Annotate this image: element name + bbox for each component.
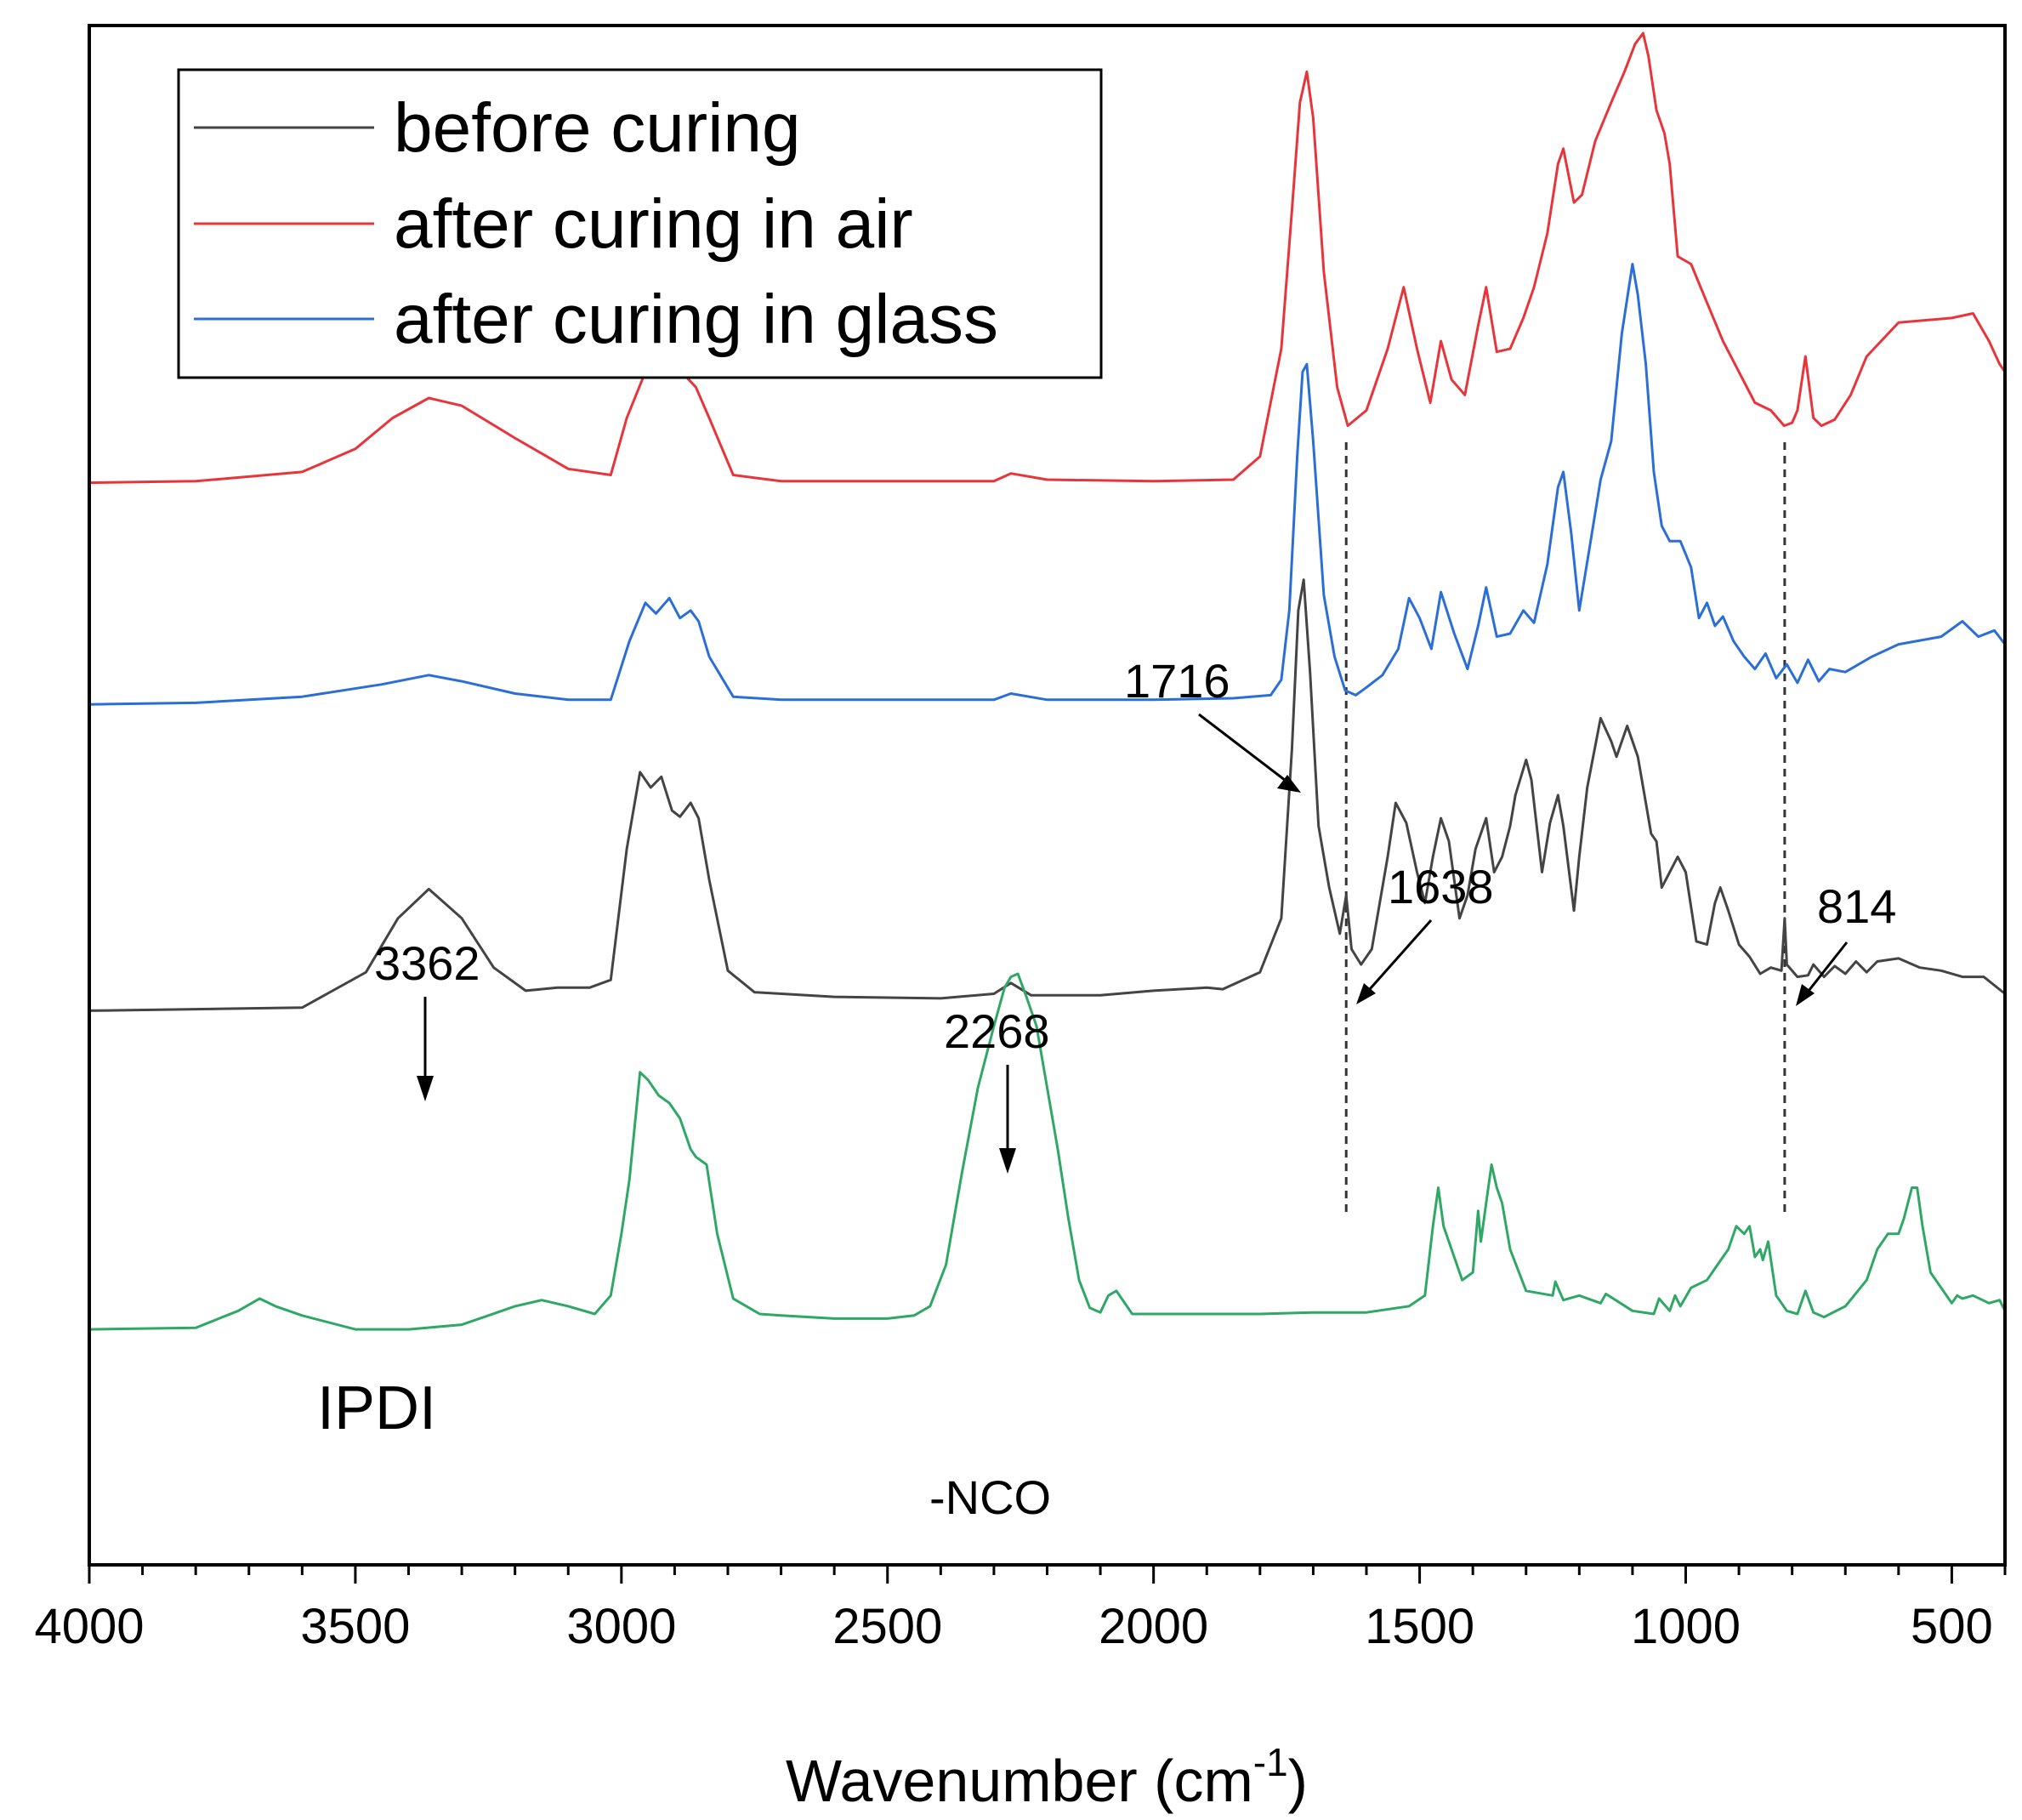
x-axis-title-superscript: -1	[1253, 1740, 1288, 1784]
legend: before curing after curing in air after …	[177, 68, 1103, 379]
x-tick-label-3000: 3000	[566, 1599, 676, 1654]
annotation-nco-label: -NCO	[929, 1470, 1051, 1524]
reference-lines	[1344, 442, 1786, 1216]
x-axis-title-main: Wavenumber (cm	[786, 1748, 1253, 1814]
x-tick-label-2500: 2500	[832, 1599, 942, 1654]
x-tick-label-1500: 1500	[1365, 1599, 1474, 1654]
annotation-1716-arrowhead	[1277, 775, 1301, 793]
annotation-2268-label: 2268	[944, 1004, 1050, 1058]
series-line-ipdi	[88, 972, 2007, 1331]
series-line-after-curing-in-air	[88, 31, 2007, 485]
legend-label-air: after curing in air	[394, 185, 913, 263]
x-axis-title: Wavenumber (cm-1)	[786, 1740, 1308, 1814]
x-axis-title-close: )	[1288, 1748, 1308, 1814]
x-tick-label-3500: 3500	[300, 1599, 410, 1654]
x-tick-label-1000: 1000	[1631, 1599, 1741, 1654]
legend-label-before-curing: before curing	[394, 89, 801, 167]
annotation-814-arrow	[1801, 941, 1849, 999]
annotation-814-arrowhead	[1796, 984, 1815, 1006]
annotation-1638-arrow	[1361, 919, 1433, 998]
annotation-1638-arrowhead	[1356, 983, 1376, 1004]
series-label-ipdi: IPDI	[317, 1374, 436, 1442]
annotations: 1716 1638 3362 2268 814 -NCO IPDI	[317, 654, 1896, 1524]
annotation-3362-arrowhead	[417, 1076, 434, 1101]
series-line-before-curing	[88, 578, 2006, 1012]
annotation-2268-arrowhead	[999, 1148, 1016, 1174]
legend-label-glass: after curing in glass	[394, 281, 998, 358]
x-tick-label-2000: 2000	[1099, 1599, 1208, 1654]
annotation-1716-arrow	[1198, 713, 1293, 788]
annotation-814-label: 814	[1817, 879, 1896, 933]
x-axis: 4000 3500 3000 2500 2000 1500 1000 500	[34, 1565, 2007, 1654]
annotation-1716-label: 1716	[1124, 654, 1230, 708]
annotation-3362-label: 3362	[374, 936, 480, 990]
series-line-after-curing-in-glass	[88, 263, 2007, 706]
series-group	[88, 31, 2007, 1331]
annotation-1638-label: 1638	[1388, 860, 1494, 913]
x-tick-label-4000: 4000	[34, 1599, 144, 1654]
x-tick-label-500: 500	[1911, 1599, 1993, 1654]
